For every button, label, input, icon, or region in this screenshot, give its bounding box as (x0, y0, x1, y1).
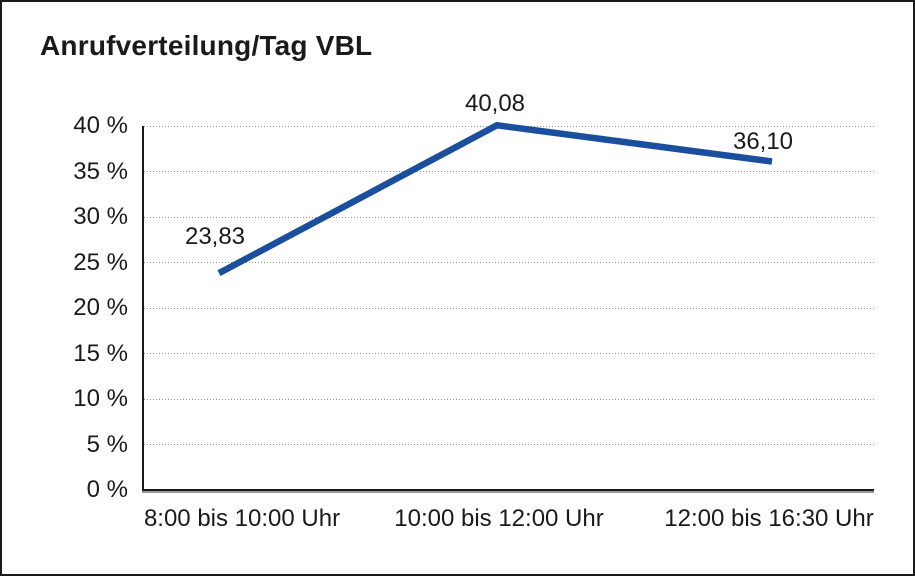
data-label: 23,83 (184, 223, 246, 251)
y-tick-label: 20 % (73, 294, 128, 321)
gridline (144, 262, 874, 263)
data-label: 36,10 (732, 128, 794, 156)
plot-area: 23,83 40,08 36,10 (142, 90, 874, 493)
y-tick-label: 15 % (73, 339, 128, 367)
x-tick-label: 10:00 bis 12:00 Uhr (394, 505, 604, 532)
y-tick-label: 35 % (73, 157, 128, 185)
line-chart-svg (217, 121, 773, 277)
gridline (144, 444, 874, 445)
y-tick-label: 25 % (73, 248, 128, 276)
x-axis-line (142, 489, 874, 491)
chart-title: Anrufverteilung/Tag VBL (40, 30, 373, 61)
gridline (144, 171, 874, 172)
y-axis-line (142, 126, 144, 491)
y-axis-tick-labels: 0 % 5 % 10 % 15 % 20 % 25 % 30 % 35 % 40 % (2, 2, 128, 574)
x-tick-label: 8:00 bis 10:00 Uhr (143, 505, 341, 532)
y-tick-label: 30 % (73, 203, 128, 230)
gridline (144, 216, 874, 218)
gridline (144, 353, 874, 354)
gridline (144, 398, 874, 400)
y-tick-label: 10 % (73, 385, 128, 412)
x-axis-tick-labels: 8:00 bis 10:00 Uhr 10:00 bis 12:00 Uhr 12:… (142, 505, 874, 539)
y-tick-label: 5 % (86, 430, 128, 458)
data-label: 40,08 (464, 90, 526, 118)
y-tick-label: 40 % (73, 112, 128, 139)
x-axis-shadow-line (142, 491, 874, 493)
data-line (217, 121, 773, 277)
gridline (144, 307, 874, 309)
x-tick-label: 12:00 bis 16:30 Uhr (664, 505, 874, 532)
y-tick-label: 0 % (86, 476, 128, 503)
